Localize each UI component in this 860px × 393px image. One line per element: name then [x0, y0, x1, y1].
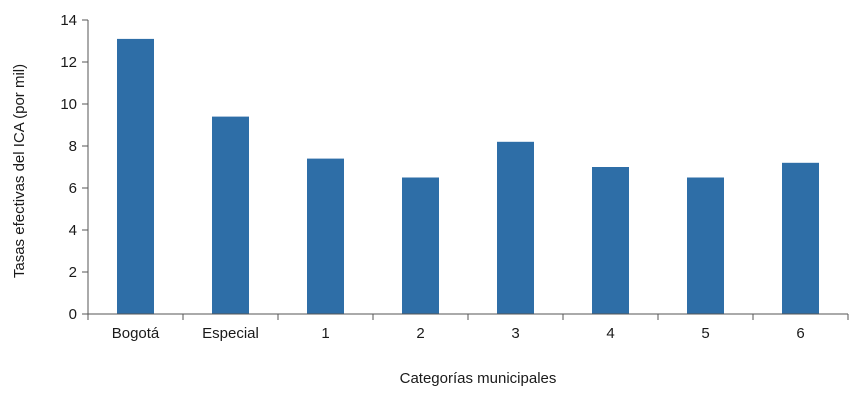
- bar: [497, 141, 534, 314]
- bar: [402, 177, 439, 314]
- y-tick-label: 8: [69, 138, 77, 155]
- x-tick-label: 3: [511, 325, 519, 342]
- x-axis-title: Categorías municipales: [400, 370, 557, 387]
- x-tick-label: 1: [321, 325, 329, 342]
- y-axis-ticks: 0 2 4 6 8 10 12 14: [60, 12, 88, 323]
- bar: [592, 167, 629, 314]
- x-tick-label: 5: [701, 325, 709, 342]
- bars: [117, 38, 819, 315]
- bar: [687, 177, 724, 314]
- bar: [782, 162, 819, 314]
- x-tick-label: 2: [416, 325, 424, 342]
- y-tick-label: 10: [60, 96, 77, 113]
- x-axis-ticks: Bogotá Especial 1 2 3 4 5 6: [87, 314, 849, 342]
- x-tick-label: Bogotá: [112, 325, 160, 342]
- bar: [117, 38, 154, 315]
- y-tick-label: 14: [60, 12, 77, 29]
- y-tick-label: 4: [69, 222, 77, 239]
- bar: [307, 158, 344, 314]
- bar: [212, 116, 249, 314]
- x-tick-label: 6: [796, 325, 804, 342]
- y-tick-label: 6: [69, 180, 77, 197]
- y-tick-label: 0: [69, 306, 77, 323]
- y-axis-title: Tasas efectivas del ICA (por mil): [11, 64, 28, 278]
- x-tick-label: Especial: [202, 325, 259, 342]
- y-tick-label: 12: [60, 54, 77, 71]
- x-tick-label: 4: [606, 325, 614, 342]
- y-tick-label: 2: [69, 264, 77, 281]
